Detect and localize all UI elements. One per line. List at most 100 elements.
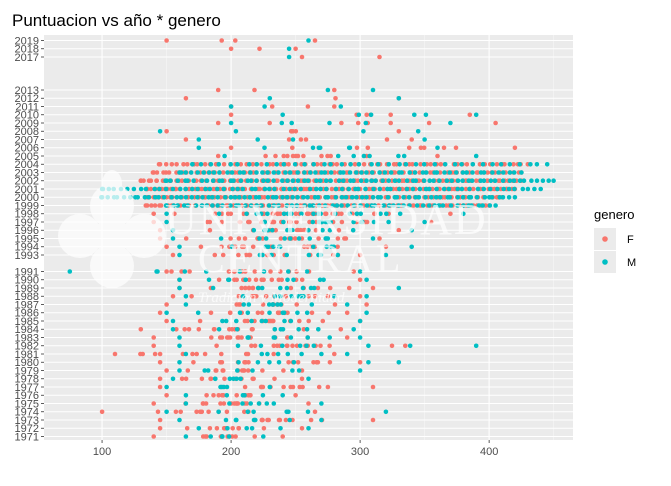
point-F bbox=[250, 244, 256, 250]
point-F bbox=[293, 153, 299, 159]
point-M bbox=[228, 203, 233, 208]
point-F bbox=[213, 368, 218, 373]
legend-title: genero bbox=[594, 207, 634, 222]
y-tick-label: 1981 bbox=[15, 349, 39, 361]
point-M bbox=[256, 195, 262, 200]
point-F bbox=[216, 277, 222, 283]
point-M bbox=[364, 310, 369, 316]
point-M bbox=[272, 294, 278, 299]
point-F bbox=[199, 376, 205, 382]
point-M bbox=[283, 170, 288, 175]
y-tick-label: 2005 bbox=[15, 151, 39, 163]
point-M bbox=[183, 195, 189, 200]
point-F bbox=[207, 426, 213, 431]
point-M bbox=[226, 277, 232, 283]
point-M bbox=[314, 178, 319, 183]
point-M bbox=[289, 294, 294, 299]
point-F bbox=[250, 285, 256, 291]
point-M bbox=[240, 294, 246, 299]
point-M bbox=[519, 170, 524, 175]
point-M bbox=[448, 120, 453, 126]
point-F bbox=[229, 327, 235, 332]
point-M bbox=[287, 236, 293, 241]
point-M bbox=[280, 327, 286, 332]
point-M bbox=[407, 343, 413, 349]
point-M bbox=[152, 186, 157, 192]
point-M bbox=[412, 112, 417, 118]
point-M bbox=[500, 195, 506, 200]
point-M bbox=[284, 252, 290, 258]
point-M bbox=[521, 178, 527, 183]
point-M bbox=[195, 310, 201, 316]
point-M bbox=[228, 120, 234, 126]
point-F bbox=[238, 162, 244, 167]
point-F bbox=[243, 351, 249, 357]
point-F bbox=[187, 269, 192, 274]
point-M bbox=[344, 351, 350, 357]
point-F bbox=[259, 162, 264, 167]
point-F bbox=[409, 137, 415, 142]
point-F bbox=[269, 104, 275, 109]
point-M bbox=[254, 178, 259, 183]
point-M bbox=[225, 426, 230, 431]
point-M bbox=[447, 195, 453, 200]
point-M bbox=[228, 162, 233, 167]
point-M bbox=[383, 252, 389, 258]
point-M bbox=[301, 195, 306, 200]
point-F bbox=[163, 162, 169, 167]
point-F bbox=[169, 162, 175, 167]
point-M bbox=[290, 368, 295, 373]
point-M bbox=[386, 219, 391, 225]
point-M bbox=[272, 186, 277, 192]
point-M bbox=[210, 178, 216, 183]
point-M bbox=[249, 186, 255, 192]
point-M bbox=[161, 195, 167, 200]
point-M bbox=[473, 112, 479, 118]
point-F bbox=[243, 269, 248, 274]
point-M bbox=[230, 186, 235, 192]
point-F bbox=[194, 162, 200, 167]
point-M bbox=[237, 310, 243, 316]
point-M bbox=[218, 384, 223, 390]
point-M bbox=[183, 170, 188, 175]
point-M bbox=[296, 368, 302, 373]
point-M bbox=[464, 170, 470, 175]
point-M bbox=[286, 46, 292, 52]
point-F bbox=[219, 38, 224, 43]
point-F bbox=[388, 120, 394, 126]
point-M bbox=[512, 186, 517, 192]
point-F bbox=[241, 244, 247, 250]
point-M bbox=[164, 219, 169, 225]
point-M bbox=[223, 417, 229, 423]
point-M bbox=[266, 203, 272, 208]
point-M bbox=[370, 195, 376, 200]
point-F bbox=[149, 203, 154, 208]
point-F bbox=[417, 170, 423, 175]
point-M bbox=[310, 219, 316, 225]
point-F bbox=[300, 384, 305, 390]
point-F bbox=[288, 219, 293, 225]
point-M bbox=[289, 211, 294, 217]
point-M bbox=[177, 335, 182, 340]
point-M bbox=[284, 409, 290, 415]
point-M bbox=[441, 186, 447, 192]
point-F bbox=[226, 269, 232, 274]
point-M bbox=[339, 203, 344, 208]
point-F bbox=[221, 393, 226, 398]
point-F bbox=[261, 426, 267, 431]
point-M bbox=[302, 203, 307, 208]
point-M bbox=[170, 376, 176, 382]
y-tick-label: 1973 bbox=[15, 415, 39, 427]
point-F bbox=[190, 351, 195, 357]
point-M bbox=[237, 170, 243, 175]
point-F bbox=[226, 335, 231, 340]
point-F bbox=[237, 302, 243, 307]
point-M bbox=[460, 170, 466, 175]
point-M bbox=[423, 112, 429, 118]
point-F bbox=[298, 137, 304, 142]
point-F bbox=[143, 203, 149, 208]
point-M bbox=[423, 186, 429, 192]
point-F bbox=[389, 343, 395, 349]
y-tick-label: 2002 bbox=[15, 176, 39, 188]
point-F bbox=[286, 137, 292, 142]
